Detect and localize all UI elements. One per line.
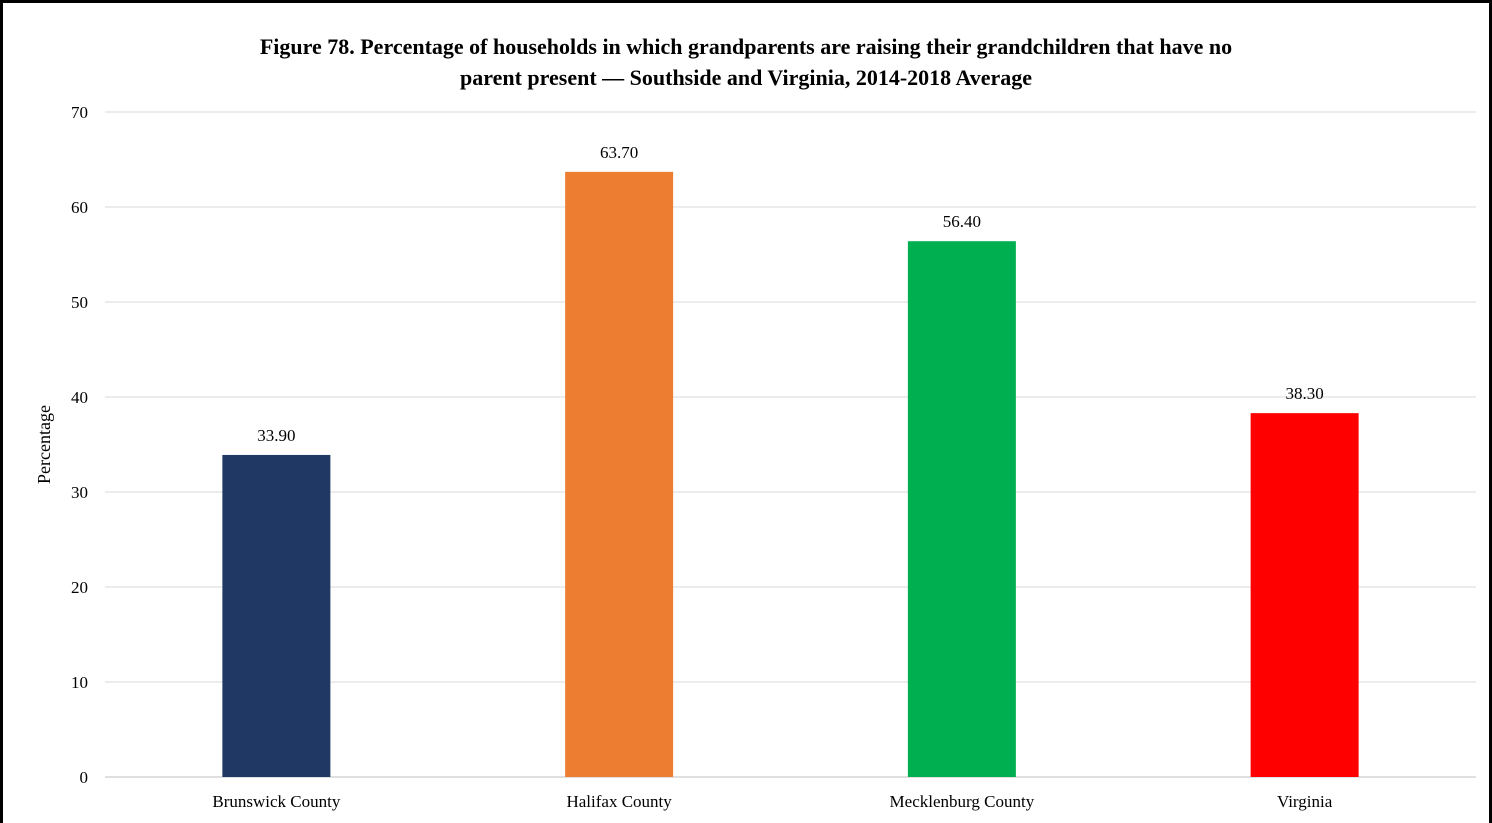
y-tick-label: 40 <box>71 388 88 407</box>
x-tick-label: Virginia <box>1277 792 1333 811</box>
x-tick-label: Mecklenburg County <box>890 792 1035 811</box>
y-tick-label: 60 <box>71 198 88 217</box>
y-tick-label: 20 <box>71 578 88 597</box>
y-tick-label: 50 <box>71 293 88 312</box>
value-labels: 33.90 63.70 56.40 38.30 <box>257 143 1324 445</box>
y-tick-label: 10 <box>71 673 88 692</box>
chart-title: Figure 78. Percentage of households in w… <box>63 31 1429 93</box>
value-label: 63.70 <box>600 143 638 162</box>
bars <box>222 171 1359 778</box>
bar-mecklenburg-county <box>907 241 1016 777</box>
x-axis-ticks: Brunswick County Halifax County Mecklenbur… <box>212 792 1332 811</box>
x-tick-label: Brunswick County <box>212 792 340 811</box>
value-label: 56.40 <box>943 212 981 231</box>
bar-brunswick-county <box>222 454 331 777</box>
value-label: 38.30 <box>1286 384 1324 403</box>
y-axis-ticks: 0 10 20 30 40 50 60 70 <box>71 103 88 787</box>
y-axis-title: Percentage <box>34 405 54 484</box>
y-tick-label: 0 <box>80 768 89 787</box>
chart-title-line-1: Figure 78. Percentage of households in w… <box>259 34 1233 59</box>
value-label: 33.90 <box>257 426 295 445</box>
x-tick-label: Halifax County <box>566 792 672 811</box>
y-tick-label: 70 <box>71 103 88 122</box>
gridlines <box>105 111 1476 778</box>
bar-halifax-county <box>565 171 674 778</box>
y-tick-label: 30 <box>71 483 88 502</box>
bar-virginia <box>1250 413 1359 777</box>
chart-title-line-2: parent present — Southside and Virginia,… <box>459 65 1033 90</box>
